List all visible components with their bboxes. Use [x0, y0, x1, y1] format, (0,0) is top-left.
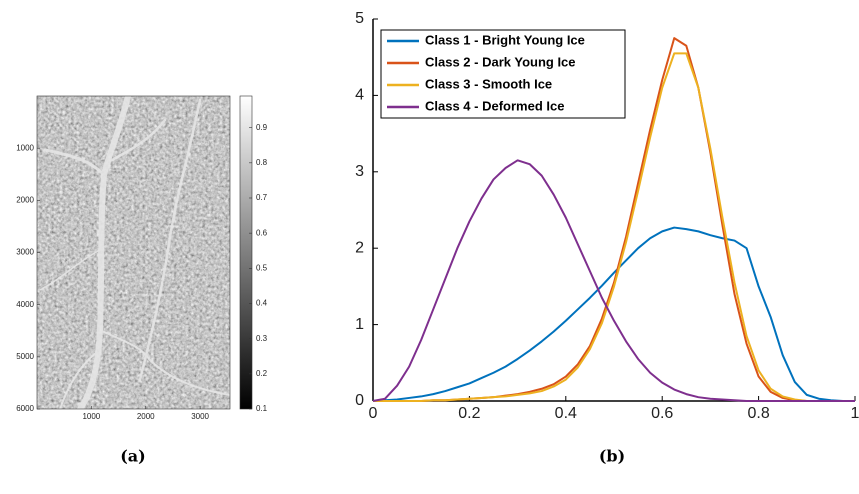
colorbar-tick-label: 0.7: [256, 193, 268, 202]
series-line: [373, 52, 855, 402]
x-tick-label: 3000: [191, 412, 209, 421]
y-tick-label: 5: [355, 10, 364, 27]
x-tick-label: 0.8: [747, 405, 769, 422]
colorbar-tick-label: 0.9: [256, 123, 268, 132]
y-tick-label: 2: [355, 239, 364, 256]
x-tick-label: 1000: [82, 412, 100, 421]
y-tick-label: 5000: [16, 352, 34, 361]
colorbar-tick-label: 0.3: [256, 334, 268, 343]
colorbar-tick-label: 0.8: [256, 158, 268, 167]
series-line: [372, 159, 855, 402]
y-tick-label: 6000: [16, 404, 34, 413]
caption: (b): [599, 447, 625, 466]
x-tick-label: 0.4: [555, 405, 577, 422]
y-tick-label: 1000: [16, 143, 34, 152]
colorbar-tick-label: 0.1: [256, 404, 268, 413]
y-tick-label: 3000: [16, 248, 34, 257]
y-tick-label: 3: [355, 163, 364, 180]
colorbar-tick-label: 0.2: [256, 369, 268, 378]
colorbar-tick-label: 0.6: [256, 228, 268, 237]
x-tick-label: 0.6: [651, 405, 673, 422]
series-line: [372, 226, 855, 402]
legend-label: Class 2 - Dark Young Ice: [425, 54, 576, 69]
colorbar-tick-label: 0.5: [256, 263, 268, 272]
legend-label: Class 3 - Smooth Ice: [425, 76, 552, 91]
legend-label: Class 4 - Deformed Ice: [425, 98, 564, 113]
y-tick-label: 0: [355, 392, 364, 409]
colorbar: [239, 95, 253, 410]
y-tick-label: 1: [355, 316, 364, 333]
x-tick-label: 2000: [137, 412, 155, 421]
y-tick-label: 4: [355, 87, 364, 104]
caption: (a): [120, 447, 146, 466]
x-tick-label: 0.2: [458, 405, 480, 422]
x-tick-label: 0: [369, 405, 378, 422]
x-tick-label: 1: [851, 405, 859, 422]
y-tick-label: 2000: [16, 195, 34, 204]
y-tick-label: 4000: [16, 300, 34, 309]
legend-label: Class 1 - Bright Young Ice: [425, 32, 585, 47]
sar-image: [37, 96, 230, 409]
legend-box: [380, 29, 626, 119]
colorbar-tick-label: 0.4: [256, 299, 268, 308]
